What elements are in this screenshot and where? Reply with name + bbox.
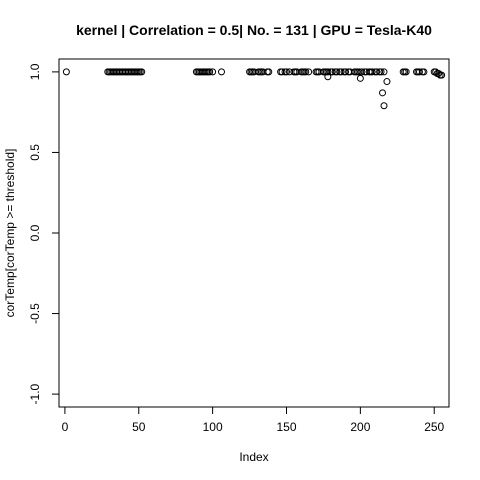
data-point [380, 102, 388, 110]
x-tick-label: 250 [424, 420, 444, 434]
x-tick-label: 100 [203, 420, 223, 434]
data-point [209, 68, 217, 76]
x-axis-label: Index [239, 450, 268, 464]
y-axis-label: corTemp[corTemp >= threshold] [3, 149, 17, 318]
data-points [62, 68, 446, 110]
data-point [337, 68, 345, 76]
data-point [283, 68, 290, 76]
data-point [218, 68, 225, 76]
data-point [265, 68, 273, 76]
data-point [278, 68, 286, 76]
x-tick-label: 50 [132, 420, 146, 434]
data-point [305, 68, 313, 76]
data-point [368, 68, 376, 76]
data-point [415, 68, 423, 76]
data-point [333, 68, 341, 76]
data-point [383, 78, 391, 86]
data-point [402, 68, 410, 76]
x-axis: 0 50 100 150 200 250 [62, 406, 445, 434]
x-tick-label: 150 [276, 420, 296, 434]
data-point [373, 68, 381, 76]
y-tick-label: -0.5 [28, 303, 42, 324]
data-point [377, 68, 385, 76]
data-point [206, 68, 214, 76]
data-point [62, 68, 70, 76]
data-point [138, 68, 146, 76]
data-point [324, 68, 332, 76]
y-axis: -1.0 -0.5 0.0 0.5 1.0 [28, 63, 60, 404]
x-tick-label: 200 [350, 420, 370, 434]
data-point [438, 71, 446, 79]
data-point [420, 68, 428, 76]
data-point [358, 68, 366, 76]
data-point [380, 68, 388, 76]
data-point [302, 68, 310, 76]
y-tick-label: -1.0 [28, 383, 42, 404]
y-tick-label: 1.0 [28, 63, 42, 80]
data-point [379, 89, 387, 97]
y-tick-label: 0.0 [28, 224, 42, 241]
data-point [324, 73, 332, 81]
x-tick-label: 0 [62, 420, 69, 434]
data-point [356, 74, 364, 82]
data-point [342, 68, 350, 76]
data-point [328, 68, 336, 76]
y-tick-label: 0.5 [28, 144, 42, 161]
chart-title: kernel | Correlation = 0.5| No. = 131 | … [76, 22, 432, 38]
